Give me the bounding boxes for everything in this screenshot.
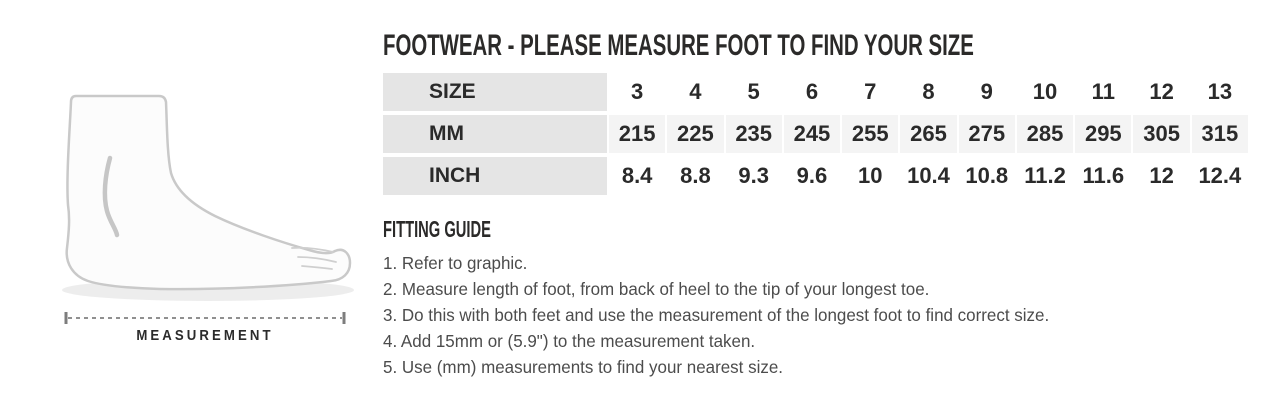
fitting-guide-item: 5. Use (mm) measurements to find your ne… [383, 357, 784, 377]
size-table-cell: 6 [783, 73, 841, 111]
size-table-row-label: SIZE [383, 73, 607, 111]
fitting-guide-heading: FITTING GUIDE [383, 216, 491, 242]
ankle-contour-line [102, 155, 120, 238]
measurement-arrow-line [64, 312, 346, 324]
size-table-cell: 12 [1133, 73, 1190, 111]
measurement-label: MEASUREMENT [136, 327, 274, 344]
size-table-cell: 11 [1075, 73, 1132, 111]
size-table-cell: 12.4 [1191, 157, 1248, 195]
fitting-guide-item: 3. Do this with both feet and use the me… [383, 305, 1050, 325]
size-table-cell: 12 [1133, 157, 1190, 195]
fitting-guide-item: 1. Refer to graphic. [383, 253, 528, 273]
size-table-cell: 10 [842, 157, 899, 195]
size-table-cell: 215 [609, 115, 666, 153]
size-table-cell: 265 [900, 115, 957, 153]
size-table-cell: 10.8 [958, 157, 1015, 195]
size-table-cell: 285 [1016, 115, 1074, 153]
size-table: SIZE 3 4 5 6 7 8 9 10 11 12 13 MM 215 225 235 245 255 265 2… [383, 73, 1248, 195]
size-table-cell: 10.4 [900, 157, 957, 195]
size-table-cell: 11.6 [1075, 157, 1132, 195]
size-table-cell: 235 [725, 115, 782, 153]
size-table-cell: 3 [609, 73, 666, 111]
fitting-guide-item: 4. Add 15mm or (5.9") to the measurement… [383, 331, 756, 351]
size-table-cell: 295 [1075, 115, 1132, 153]
size-table-cell: 11.2 [1016, 157, 1074, 195]
page-title: FOOTWEAR - PLEASE MEASURE FOOT TO FIND Y… [383, 29, 974, 62]
size-table-cell: 8.4 [609, 157, 666, 195]
size-table-cell: 225 [667, 115, 724, 153]
size-table-cell: 9.6 [783, 157, 841, 195]
size-table-cell: 5 [725, 73, 782, 111]
size-table-cell: 255 [842, 115, 899, 153]
fitting-guide: FITTING GUIDE 1. Refer to graphic. 2. Me… [383, 218, 1070, 380]
toe-lines [291, 246, 337, 270]
size-table-cell: 305 [1133, 115, 1190, 153]
fitting-guide-item: 2. Measure length of foot, from back of … [383, 279, 930, 299]
size-table-cell: 9 [958, 73, 1015, 111]
foot-illustration [62, 94, 354, 324]
size-table-row-label: MM [383, 115, 607, 153]
size-table-cell: 9.3 [725, 157, 782, 195]
size-table-cell: 7 [842, 73, 899, 111]
size-table-cell: 10 [1016, 73, 1074, 111]
size-table-cell: 8 [900, 73, 957, 111]
size-table-cell: 8.8 [667, 157, 724, 195]
size-table-cell: 275 [958, 115, 1015, 153]
size-table-row-label: INCH [383, 157, 607, 195]
size-table-cell: 315 [1191, 115, 1248, 153]
size-table-cell: 4 [667, 73, 724, 111]
size-table-cell: 13 [1191, 73, 1248, 111]
size-table-cell: 245 [783, 115, 841, 153]
foot-outline [65, 94, 352, 291]
